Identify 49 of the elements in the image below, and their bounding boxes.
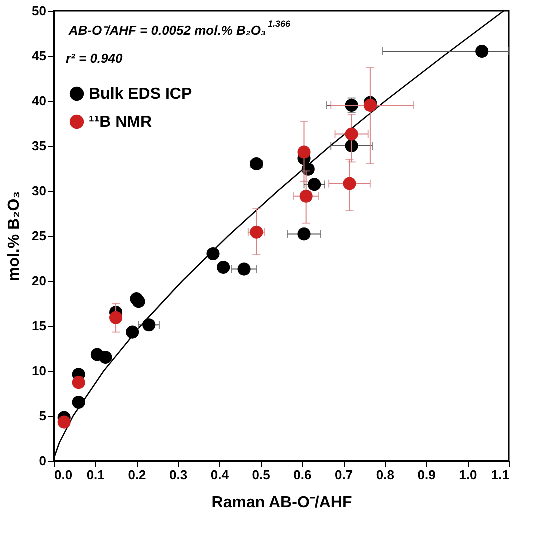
y-tick-label: 35 — [32, 138, 46, 154]
point — [72, 396, 86, 410]
x-tick-label: 0.7 — [335, 468, 354, 482]
point — [132, 295, 146, 308]
point — [58, 416, 71, 429]
point — [126, 326, 140, 339]
x-tick-label: 0.3 — [170, 468, 188, 482]
y-tick-label: 25 — [32, 228, 46, 244]
point — [345, 128, 358, 141]
x-tick-label: 0.0 — [54, 468, 73, 482]
y-tick-label: 20 — [32, 274, 46, 288]
point — [308, 178, 322, 192]
x-tick-label: 0.1 — [86, 468, 105, 482]
y-tick-label: 0 — [39, 454, 46, 468]
x-axis-title: Raman AB-O⁻/AHF — [212, 494, 352, 512]
point — [298, 228, 311, 241]
legend-label: ¹¹B NMR — [89, 114, 153, 131]
y-tick-label: 30 — [32, 184, 46, 198]
point — [343, 177, 356, 190]
y-tick-label: 40 — [32, 94, 46, 108]
point — [298, 146, 311, 159]
point — [217, 260, 230, 274]
y-tick-label: 5 — [39, 408, 46, 424]
x-tick-label: 1.0 — [459, 468, 478, 482]
point — [99, 350, 112, 364]
point — [72, 376, 86, 390]
x-tick-label: 0.6 — [294, 468, 312, 482]
point — [300, 190, 313, 203]
x-tick-label: 0.8 — [376, 468, 394, 482]
point — [110, 311, 123, 324]
x-tick-label: 1.1 — [491, 468, 510, 482]
x-tick-label: 0.5 — [252, 468, 270, 482]
y-axis-title: mol.% B₂O₃ — [6, 191, 24, 282]
y-tick-label: 50 — [32, 4, 46, 18]
point — [476, 44, 489, 58]
point — [238, 262, 251, 276]
x-tick-label: 0.9 — [418, 468, 436, 482]
x-tick-label: 0.4 — [210, 468, 230, 482]
point — [364, 98, 377, 112]
point — [206, 247, 220, 261]
y-tick-label: 15 — [32, 318, 46, 334]
y-tick-label: 10 — [32, 364, 46, 378]
point — [142, 318, 156, 332]
x-tick-label: 0.2 — [128, 468, 146, 482]
annotation: r² = 0.940 — [66, 51, 124, 66]
point — [250, 226, 264, 239]
legend-label: Bulk EDS ICP — [89, 86, 192, 103]
point — [250, 157, 264, 171]
y-tick-label: 45 — [32, 48, 46, 64]
